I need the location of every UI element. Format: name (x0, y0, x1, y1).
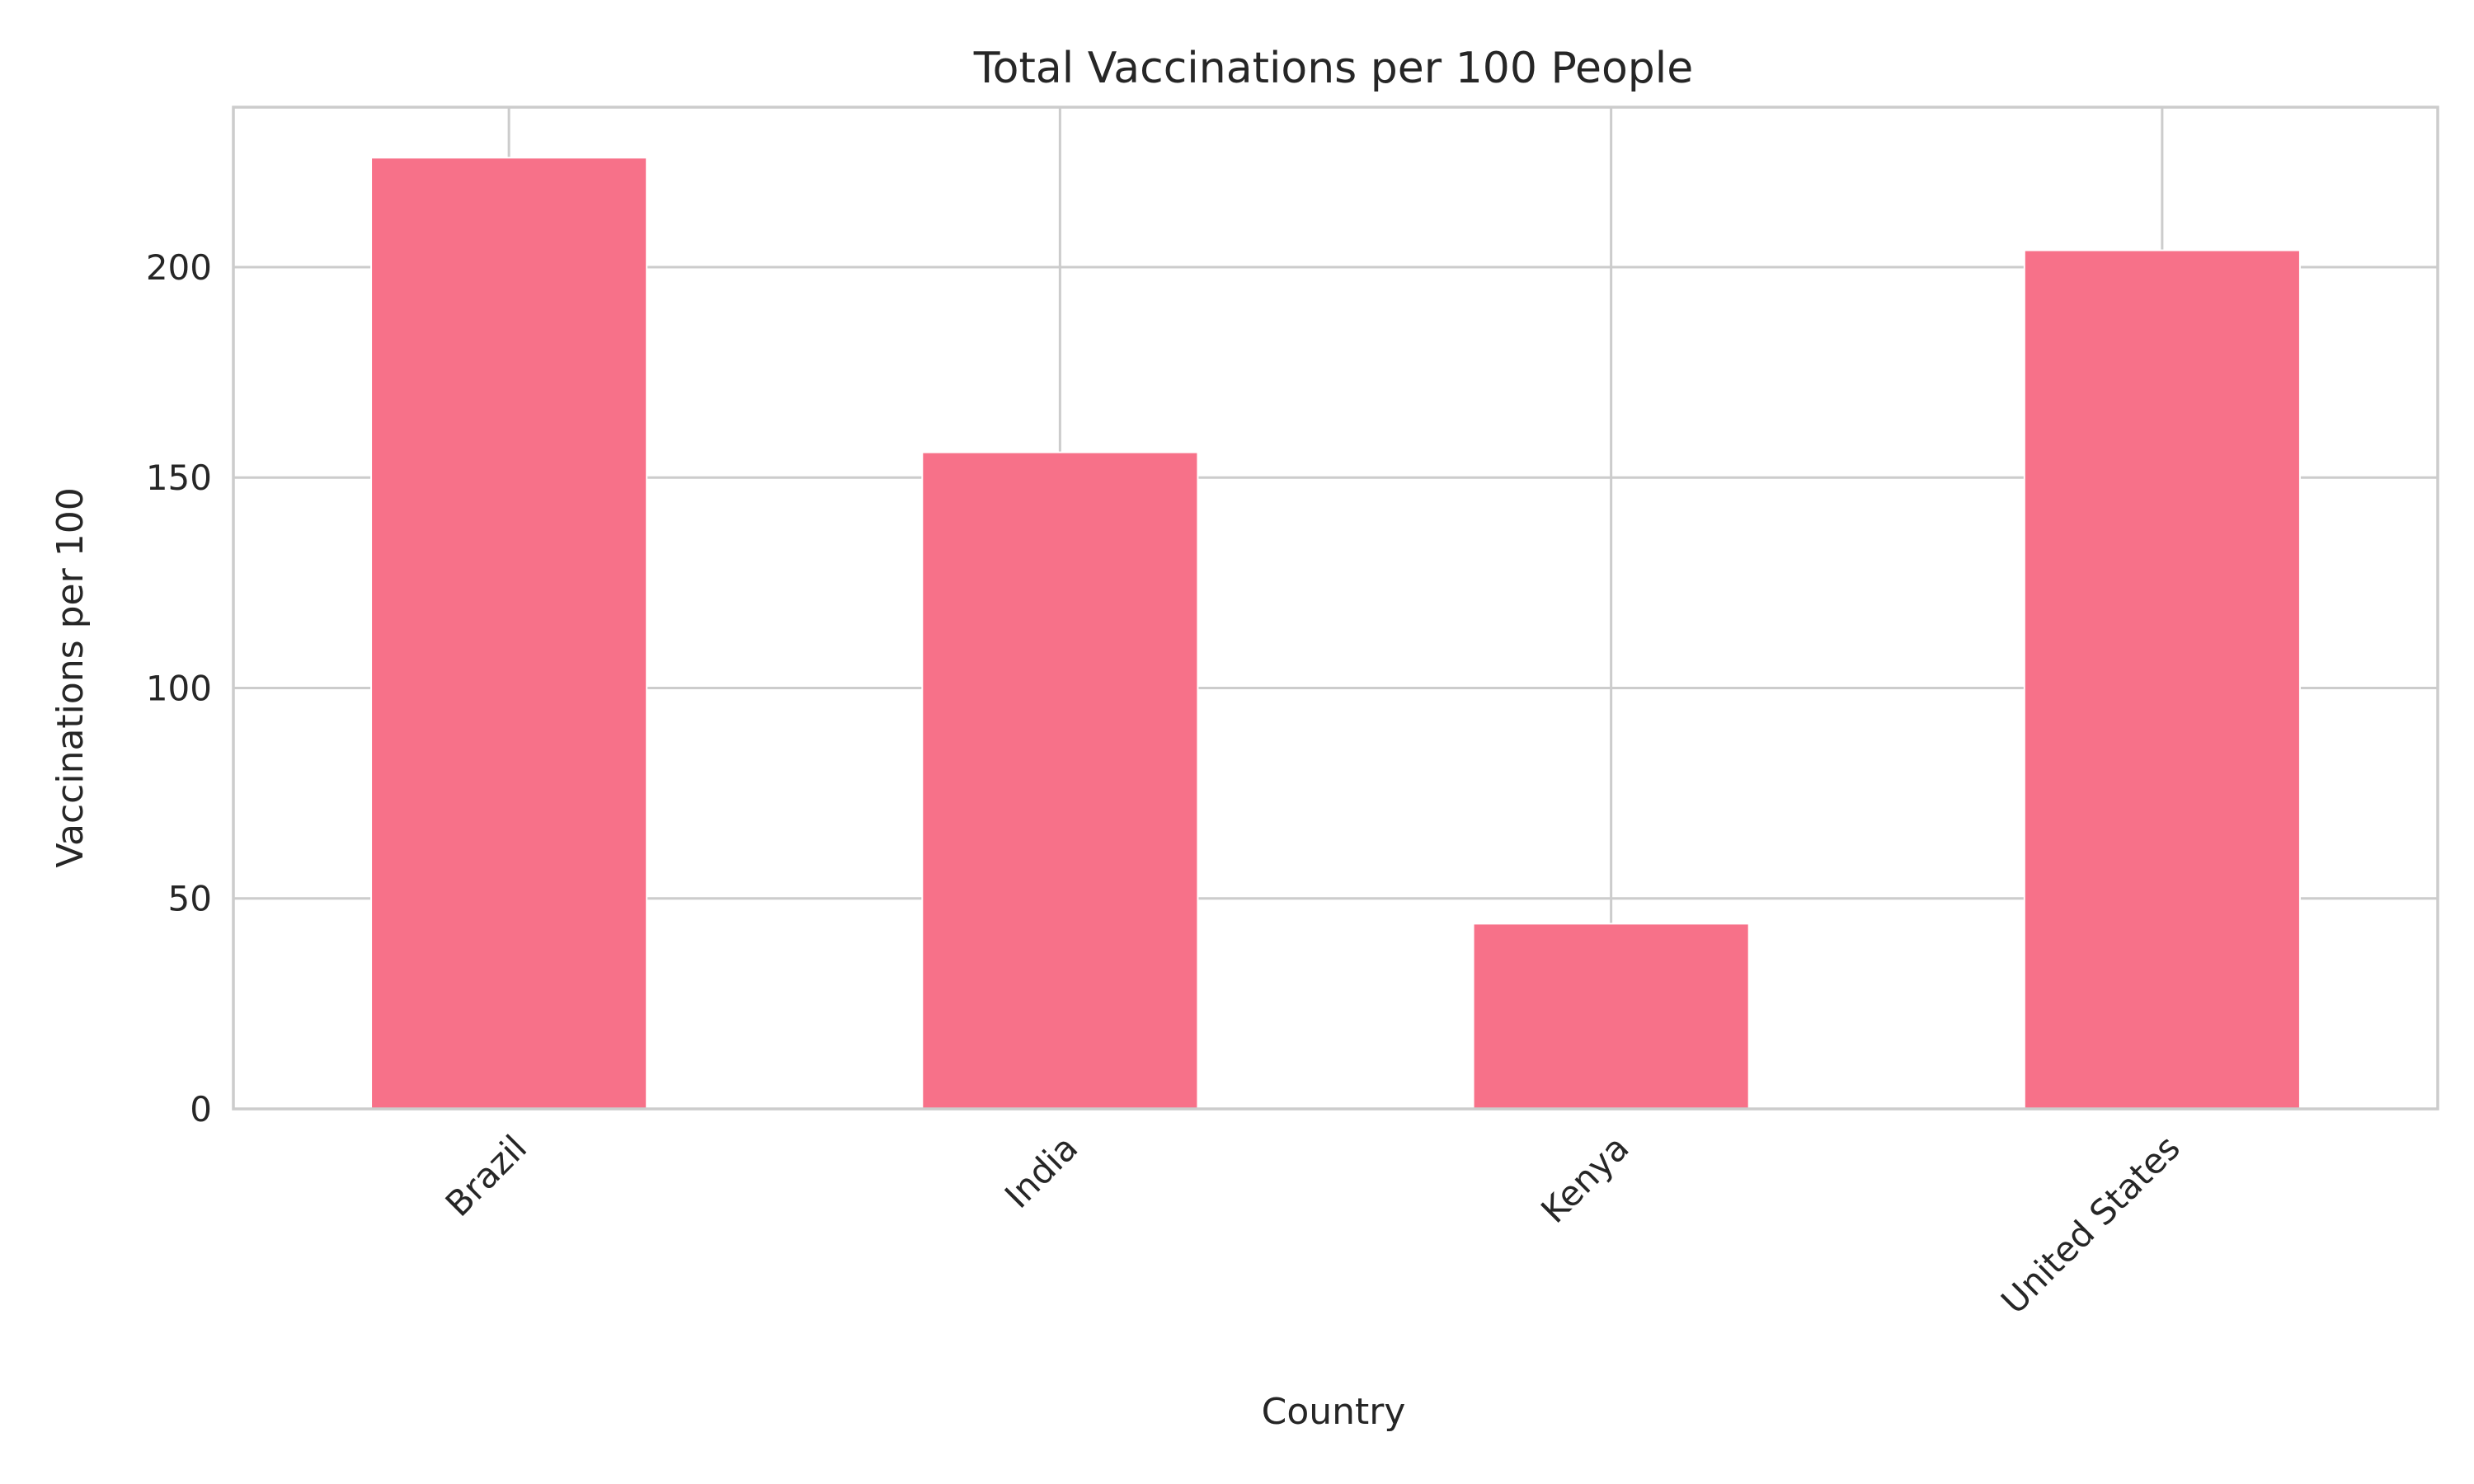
y-tick-labels: 0 50 100 150 200 (146, 247, 212, 1129)
x-tick-label: India (997, 1127, 1086, 1216)
x-tick-label: Kenya (1533, 1127, 1637, 1231)
x-tick-label: Brazil (438, 1127, 535, 1224)
x-tick-labels: Brazil India Kenya United States (438, 1127, 2188, 1322)
y-tick-label: 150 (146, 458, 212, 498)
bar-india (921, 451, 1199, 1110)
y-tick-label: 50 (168, 879, 212, 919)
bar-brazil (370, 157, 648, 1110)
bar-layer (370, 157, 2301, 1111)
bar-kenya (1472, 923, 1750, 1111)
y-tick-label: 0 (190, 1089, 212, 1129)
plot-frame (232, 106, 2439, 1111)
y-axis-label: Vaccinations per 100 (49, 487, 92, 867)
y-tick-label: 100 (146, 668, 212, 708)
bar-united-states (2023, 249, 2301, 1111)
y-tick-label: 200 (146, 247, 212, 288)
x-axis-label: Country (1262, 1391, 1406, 1433)
x-tick-label: United States (1993, 1127, 2188, 1322)
chart-title: Total Vaccinations per 100 People (973, 44, 1694, 93)
